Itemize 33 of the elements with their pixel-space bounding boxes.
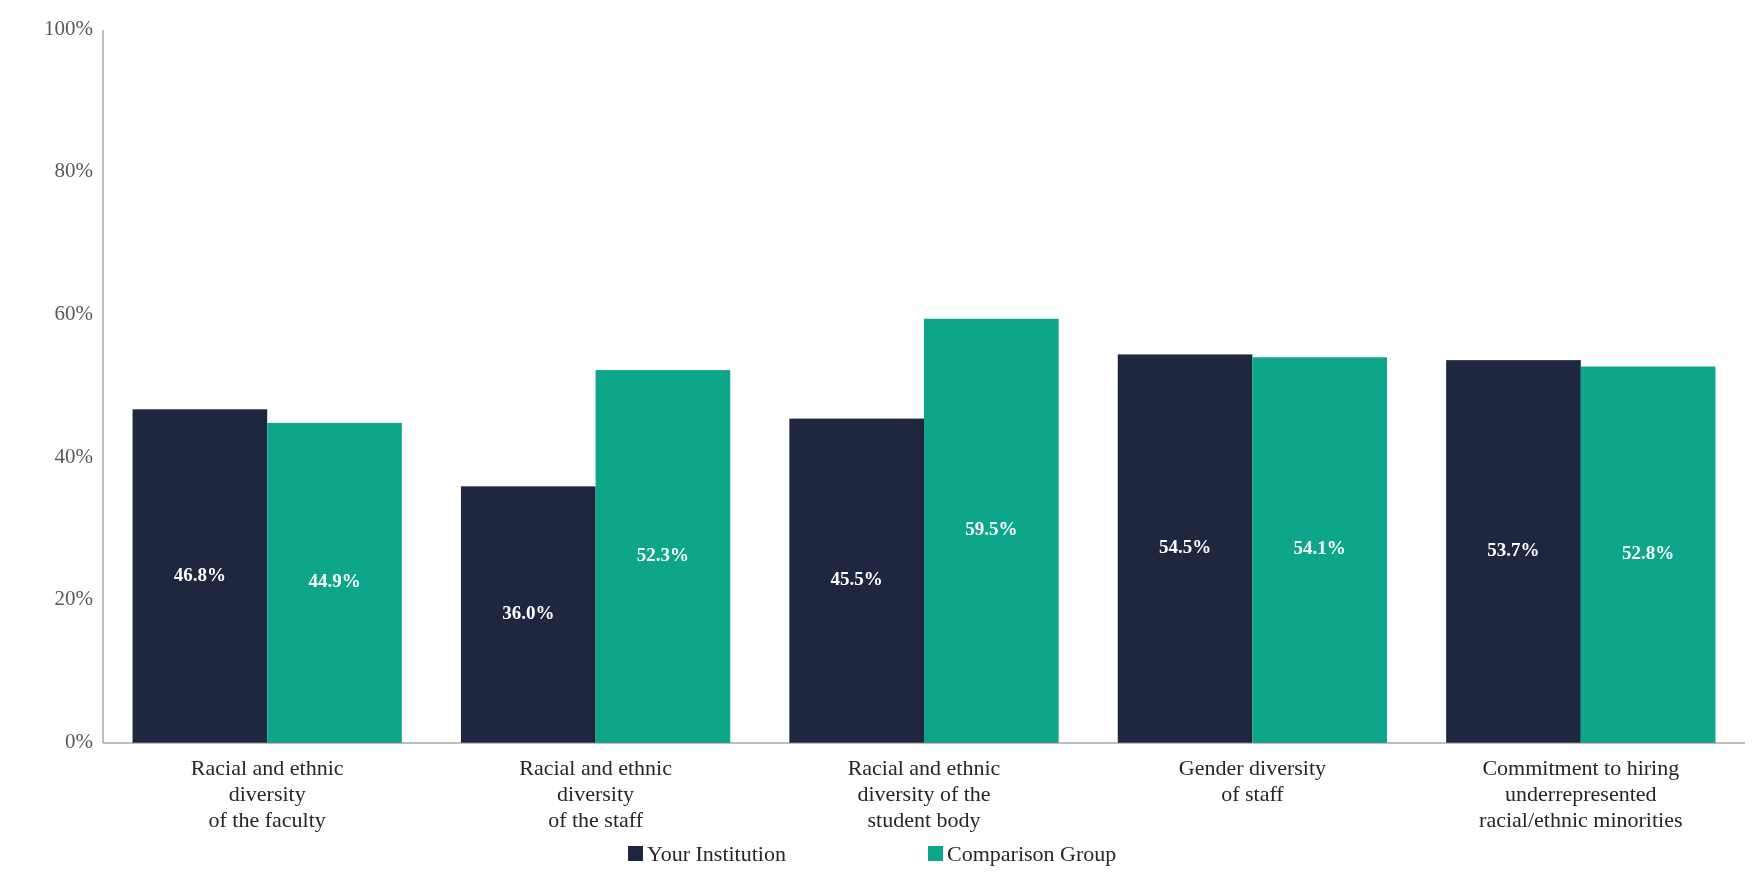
bar [924,318,1059,743]
bar [460,486,596,743]
bar [132,409,268,743]
y-tick-label: 0% [65,728,93,753]
x-tick-label: Racial and ethnic diversity of the staff [519,755,673,832]
data-label: 59.5% [965,518,1018,540]
y-tick-label: 80% [54,158,93,183]
data-label: 54.5% [1158,536,1212,558]
bar [267,422,402,743]
y-tick-label: 100% [44,15,93,40]
data-label: 46.8% [173,563,226,585]
x-tick-label: Racial and ethnic diversity of the student body [847,755,1001,832]
y-tick-label: 60% [54,301,93,326]
bar [1252,357,1388,743]
data-label: 54.1% [1293,537,1346,559]
x-tick-label: Racial and ethnic diversity of the faculty [190,755,344,832]
bar [1580,366,1716,743]
data-label: 45.5% [830,568,883,590]
y-tick-label: 40% [54,443,93,468]
x-tick-label: Commitment to hiring underrepresented racial/ethnic minorities [1479,755,1683,832]
data-label: 36.0% [502,602,555,624]
data-label: 44.9% [308,570,361,592]
bar [595,370,731,743]
data-label: 53.7% [1487,538,1540,560]
y-tick-label: 20% [54,586,93,611]
legend-label: Comparison Group [947,841,1117,866]
legend-label: Your Institution [647,841,786,866]
data-label: 52.8% [1622,542,1675,564]
bar [789,418,924,743]
bar [1117,354,1253,743]
bar [1446,360,1581,743]
x-tick-label: Gender diversity of staff [1178,755,1327,806]
data-label: 52.3% [636,543,690,565]
